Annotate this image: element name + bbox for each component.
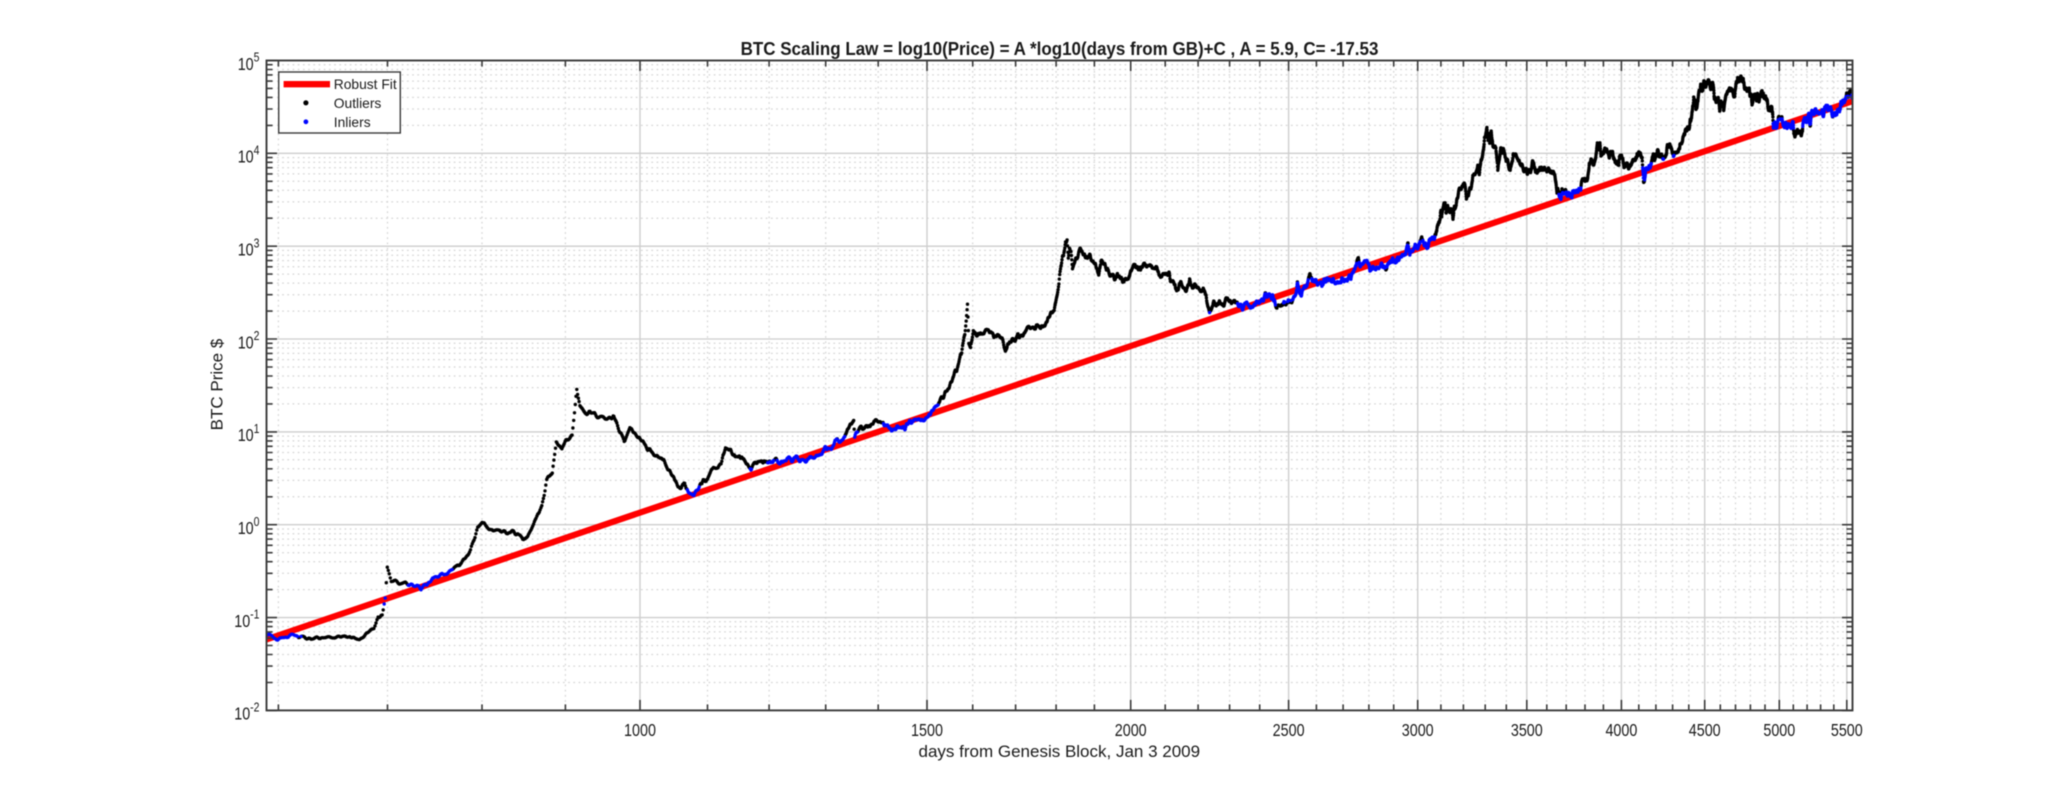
svg-text:103: 103 — [238, 236, 260, 260]
svg-text:100: 100 — [238, 515, 260, 539]
svg-text:Robust Fit: Robust Fit — [334, 77, 397, 92]
svg-text:BTC Scaling Law = log10(Price): BTC Scaling Law = log10(Price) = A *log1… — [741, 38, 1379, 59]
svg-text:10-2: 10-2 — [234, 701, 259, 725]
svg-text:Inliers: Inliers — [334, 115, 371, 130]
svg-text:1500: 1500 — [911, 722, 943, 741]
svg-text:BTC Price $: BTC Price $ — [208, 338, 227, 430]
svg-text:4000: 4000 — [1605, 722, 1637, 741]
svg-text:3000: 3000 — [1402, 722, 1434, 741]
svg-text:102: 102 — [238, 329, 260, 353]
svg-text:105: 105 — [238, 51, 260, 75]
svg-text:1000: 1000 — [624, 722, 656, 741]
svg-text:101: 101 — [238, 422, 260, 446]
svg-text:5500: 5500 — [1831, 722, 1863, 741]
svg-text:2500: 2500 — [1273, 722, 1305, 741]
svg-text:5000: 5000 — [1763, 722, 1795, 741]
svg-text:3500: 3500 — [1511, 722, 1543, 741]
svg-text:4500: 4500 — [1689, 722, 1721, 741]
svg-text:days from Genesis Block, Jan 3: days from Genesis Block, Jan 3 2009 — [919, 742, 1201, 761]
svg-text:Outliers: Outliers — [334, 96, 382, 111]
svg-text:10-1: 10-1 — [234, 608, 259, 632]
svg-text:2000: 2000 — [1115, 722, 1147, 741]
svg-text:104: 104 — [238, 143, 260, 167]
